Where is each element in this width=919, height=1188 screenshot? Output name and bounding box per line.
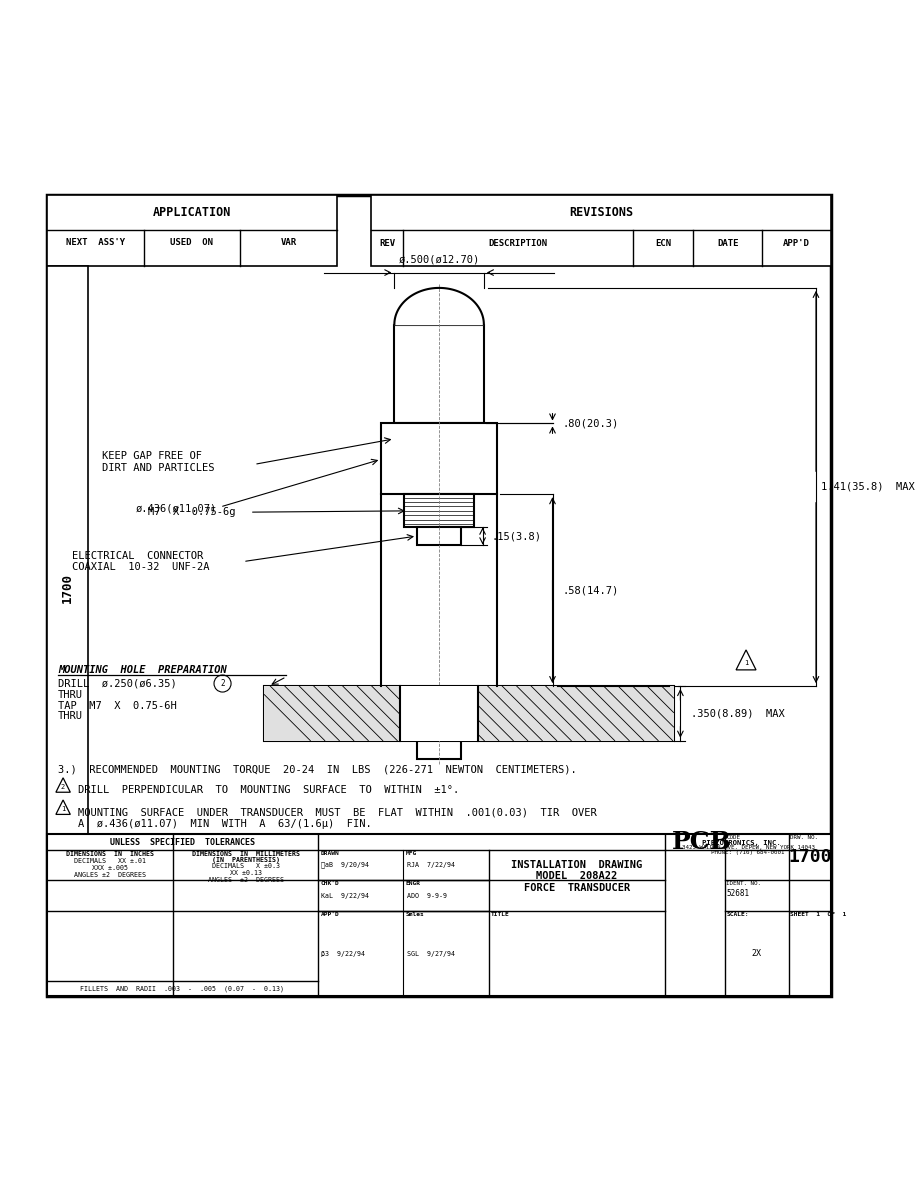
Text: TAP  M7  X  0.75-6H: TAP M7 X 0.75-6H: [58, 701, 176, 710]
Text: 2X: 2X: [751, 949, 761, 959]
Text: XX ±0.13: XX ±0.13: [230, 871, 261, 877]
Bar: [416, 740, 460, 759]
Bar: [403, 494, 474, 527]
Bar: [394, 324, 483, 423]
Text: ø.436(ø11.07): ø.436(ø11.07): [136, 504, 217, 513]
Text: M7  X  0.75-6g: M7 X 0.75-6g: [147, 507, 234, 517]
Bar: [47, 834, 831, 997]
Text: APP'D: APP'D: [320, 912, 339, 917]
Text: 2: 2: [61, 784, 65, 790]
Text: ANGLES  ±2  DEGREES: ANGLES ±2 DEGREES: [208, 877, 283, 883]
Text: APP'D: APP'D: [782, 239, 810, 248]
Text: CODE: CODE: [726, 835, 740, 840]
Text: A  ø.436(ø11.07)  MIN  WITH  A  63/(1.6µ)  FIN.: A ø.436(ø11.07) MIN WITH A 63/(1.6µ) FIN…: [78, 819, 372, 829]
Bar: [264, 687, 673, 740]
Text: DRILL  PERPENDICULAR  TO  MOUNTING  SURFACE  TO  WITHIN  ±1°.: DRILL PERPENDICULAR TO MOUNTING SURFACE …: [78, 785, 460, 795]
Text: DATE: DATE: [716, 239, 738, 248]
Text: 1700: 1700: [788, 848, 831, 866]
Text: RJA  7/22/94: RJA 7/22/94: [406, 862, 454, 868]
Text: 2: 2: [220, 680, 224, 688]
Text: IDENT. NO.: IDENT. NO.: [726, 881, 761, 886]
Text: APPLICATION: APPLICATION: [153, 207, 231, 219]
Text: FILLETS  AND  RADII  .003  -  .005  (0.07  -  0.13): FILLETS AND RADII .003 - .005 (0.07 - 0.…: [80, 986, 284, 992]
Text: KEEP GAP FREE OF
DIRT AND PARTICLES: KEEP GAP FREE OF DIRT AND PARTICLES: [102, 451, 214, 473]
Text: ℓaB  9/20/94: ℓaB 9/20/94: [321, 861, 369, 868]
Text: ANGLES ±2  DEGREES: ANGLES ±2 DEGREES: [74, 872, 146, 878]
Text: ENGR: ENGR: [405, 881, 420, 886]
Text: DRW. NO.: DRW. NO.: [789, 835, 818, 840]
Text: MFG: MFG: [405, 851, 416, 855]
Text: DECIMALS   XX ±.01: DECIMALS XX ±.01: [74, 858, 146, 865]
Text: ø.500(ø12.70): ø.500(ø12.70): [398, 254, 479, 264]
Text: (IN  PARENTHESIS): (IN PARENTHESIS): [211, 857, 279, 862]
Text: CHK'D: CHK'D: [320, 881, 339, 886]
Text: NEXT  ASS'Y: NEXT ASS'Y: [65, 239, 125, 247]
Text: SGL  9/27/94: SGL 9/27/94: [406, 950, 454, 956]
Text: ELECTRICAL  CONNECTOR
COAXIAL  10-32  UNF-2A: ELECTRICAL CONNECTOR COAXIAL 10-32 UNF-2…: [73, 551, 210, 573]
Text: 52681: 52681: [726, 889, 749, 898]
Text: DESCRIPTION: DESCRIPTION: [488, 239, 547, 248]
Text: SCALE:: SCALE:: [726, 912, 748, 917]
Text: .15(3.8): .15(3.8): [491, 531, 540, 541]
Text: ADO  9-9-9: ADO 9-9-9: [406, 893, 447, 899]
Bar: [47, 195, 336, 266]
Bar: [47, 266, 87, 997]
Text: 3425 WALDEN AVE. DEPEW, NEW YORK 14043: 3425 WALDEN AVE. DEPEW, NEW YORK 14043: [681, 845, 814, 849]
Text: DRILL  ø.250(ø6.35): DRILL ø.250(ø6.35): [58, 678, 176, 688]
Text: MOUNTING  HOLE  PREPARATION: MOUNTING HOLE PREPARATION: [58, 665, 226, 675]
Text: 1: 1: [743, 661, 747, 666]
Text: DIMENSIONS  IN  INCHES: DIMENSIONS IN INCHES: [66, 852, 153, 858]
Text: SHEET  1  OF  1: SHEET 1 OF 1: [789, 912, 845, 917]
Text: β3  9/22/94: β3 9/22/94: [321, 950, 365, 956]
Text: .58(14.7): .58(14.7): [562, 586, 618, 595]
Text: REV: REV: [379, 239, 394, 248]
Text: Smles: Smles: [405, 912, 425, 917]
Text: manualslib.com: manualslib.com: [279, 499, 573, 689]
Text: REVISIONS: REVISIONS: [569, 207, 632, 219]
Text: UNLESS  SPECIFIED  TOLERANCES: UNLESS SPECIFIED TOLERANCES: [110, 838, 255, 847]
Text: 1: 1: [61, 807, 65, 813]
Bar: [264, 687, 673, 740]
Bar: [400, 687, 477, 740]
Text: VAR: VAR: [280, 239, 296, 247]
Text: MOUNTING  SURFACE  UNDER  TRANSDUCER  MUST  BE  FLAT  WITHIN  .001(0.03)  TIR  O: MOUNTING SURFACE UNDER TRANSDUCER MUST B…: [78, 807, 596, 817]
Text: TITLE: TITLE: [491, 912, 509, 917]
Text: DRAWN: DRAWN: [320, 851, 339, 855]
Text: .350(8.89)  MAX: .350(8.89) MAX: [690, 708, 784, 719]
Text: KaL  9/22/94: KaL 9/22/94: [321, 893, 369, 899]
Text: DECIMALS   X ±0.3: DECIMALS X ±0.3: [211, 864, 279, 870]
Bar: [380, 423, 496, 494]
Text: THRU: THRU: [58, 690, 83, 701]
Bar: [416, 527, 460, 544]
Text: 1700: 1700: [61, 574, 74, 604]
Text: DIMENSIONS  IN  MILLIMETERS: DIMENSIONS IN MILLIMETERS: [191, 852, 300, 858]
Text: 1.41(35.8)  MAX: 1.41(35.8) MAX: [820, 482, 913, 492]
Text: .80(20.3): .80(20.3): [562, 418, 618, 429]
Text: INSTALLATION  DRAWING
MODEL  208A22
FORCE  TRANSDUCER: INSTALLATION DRAWING MODEL 208A22 FORCE …: [511, 860, 641, 893]
Text: PIEZOTRONICS, INC.: PIEZOTRONICS, INC.: [701, 840, 780, 846]
Text: PCB: PCB: [671, 830, 731, 854]
Text: THRU: THRU: [58, 710, 83, 721]
Polygon shape: [394, 287, 483, 324]
Text: PHONE: (716) 684-0001: PHONE: (716) 684-0001: [710, 849, 784, 855]
Text: ECN: ECN: [654, 239, 671, 248]
Text: 3.)  RECOMMENDED  MOUNTING  TORQUE  20-24  IN  LBS  (226-271  NEWTON  CENTIMETER: 3.) RECOMMENDED MOUNTING TORQUE 20-24 IN…: [58, 765, 576, 775]
Text: USED  ON: USED ON: [170, 239, 213, 247]
Text: XXX ±.005: XXX ±.005: [92, 865, 128, 871]
Bar: [370, 195, 831, 266]
